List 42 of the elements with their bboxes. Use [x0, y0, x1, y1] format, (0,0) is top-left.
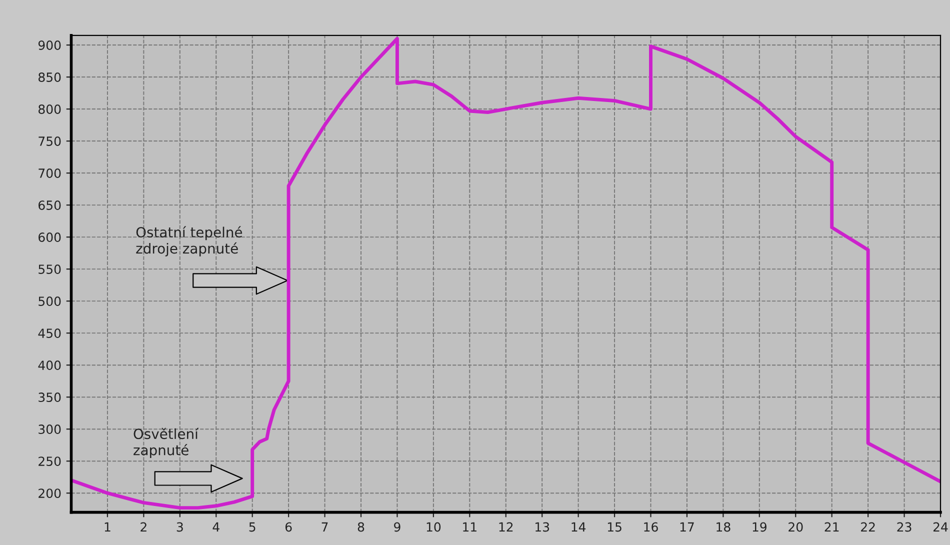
- annotation: Ostatní tepelné zdroje zapnuté: [136, 226, 242, 256]
- y-tick-label: 250: [38, 456, 61, 466]
- x-tick-label: 22: [861, 522, 875, 532]
- x-tick-label: 9: [394, 522, 400, 532]
- y-tick-label: 650: [38, 200, 61, 210]
- x-tick-label: 23: [897, 522, 912, 532]
- x-tick-label: 12: [499, 522, 513, 532]
- x-tick-label: 14: [572, 522, 586, 532]
- x-tick-label: 1: [104, 522, 110, 532]
- y-tick-label: 300: [38, 424, 61, 434]
- y-tick-label: 900: [38, 40, 61, 50]
- y-tick-label: 600: [38, 232, 61, 242]
- x-tick-label: 21: [824, 522, 839, 532]
- line-series: [71, 36, 940, 510]
- y-tick-label: 450: [38, 328, 61, 338]
- x-tick-label: 11: [463, 522, 476, 532]
- x-tick-label: 4: [212, 522, 220, 532]
- x-tick-label: 17: [680, 522, 694, 532]
- x-tick-label: 8: [358, 522, 364, 532]
- x-tick-label: 13: [536, 522, 550, 532]
- y-tick-label: 550: [38, 264, 61, 274]
- x-tick-label: 19: [752, 522, 766, 532]
- x-tick-label: 2: [140, 522, 146, 532]
- y-tick-label: 750: [38, 136, 61, 146]
- y-tick-label: 800: [38, 104, 61, 114]
- x-tick-label: 5: [249, 522, 256, 532]
- x-tick-label: 3: [176, 522, 183, 532]
- x-tick-label: 7: [322, 522, 328, 532]
- x-tick-label: 6: [285, 522, 292, 532]
- x-tick-label: 24: [933, 522, 948, 532]
- y-tick-label: 850: [38, 72, 61, 82]
- x-tick-label: 10: [426, 522, 441, 532]
- y-tick-label: 200: [38, 488, 61, 498]
- y-tick-label: 350: [38, 392, 61, 402]
- annotation: Osvětlení zapnuté: [134, 428, 199, 458]
- x-tick-label: 18: [716, 522, 730, 532]
- y-tick-label: 700: [38, 168, 61, 178]
- y-tick-label: 500: [38, 296, 61, 306]
- x-tick-label: 20: [788, 522, 803, 532]
- x-tick-label: 16: [644, 522, 658, 532]
- x-tick-label: 15: [608, 522, 622, 532]
- y-tick-label: 400: [38, 360, 61, 370]
